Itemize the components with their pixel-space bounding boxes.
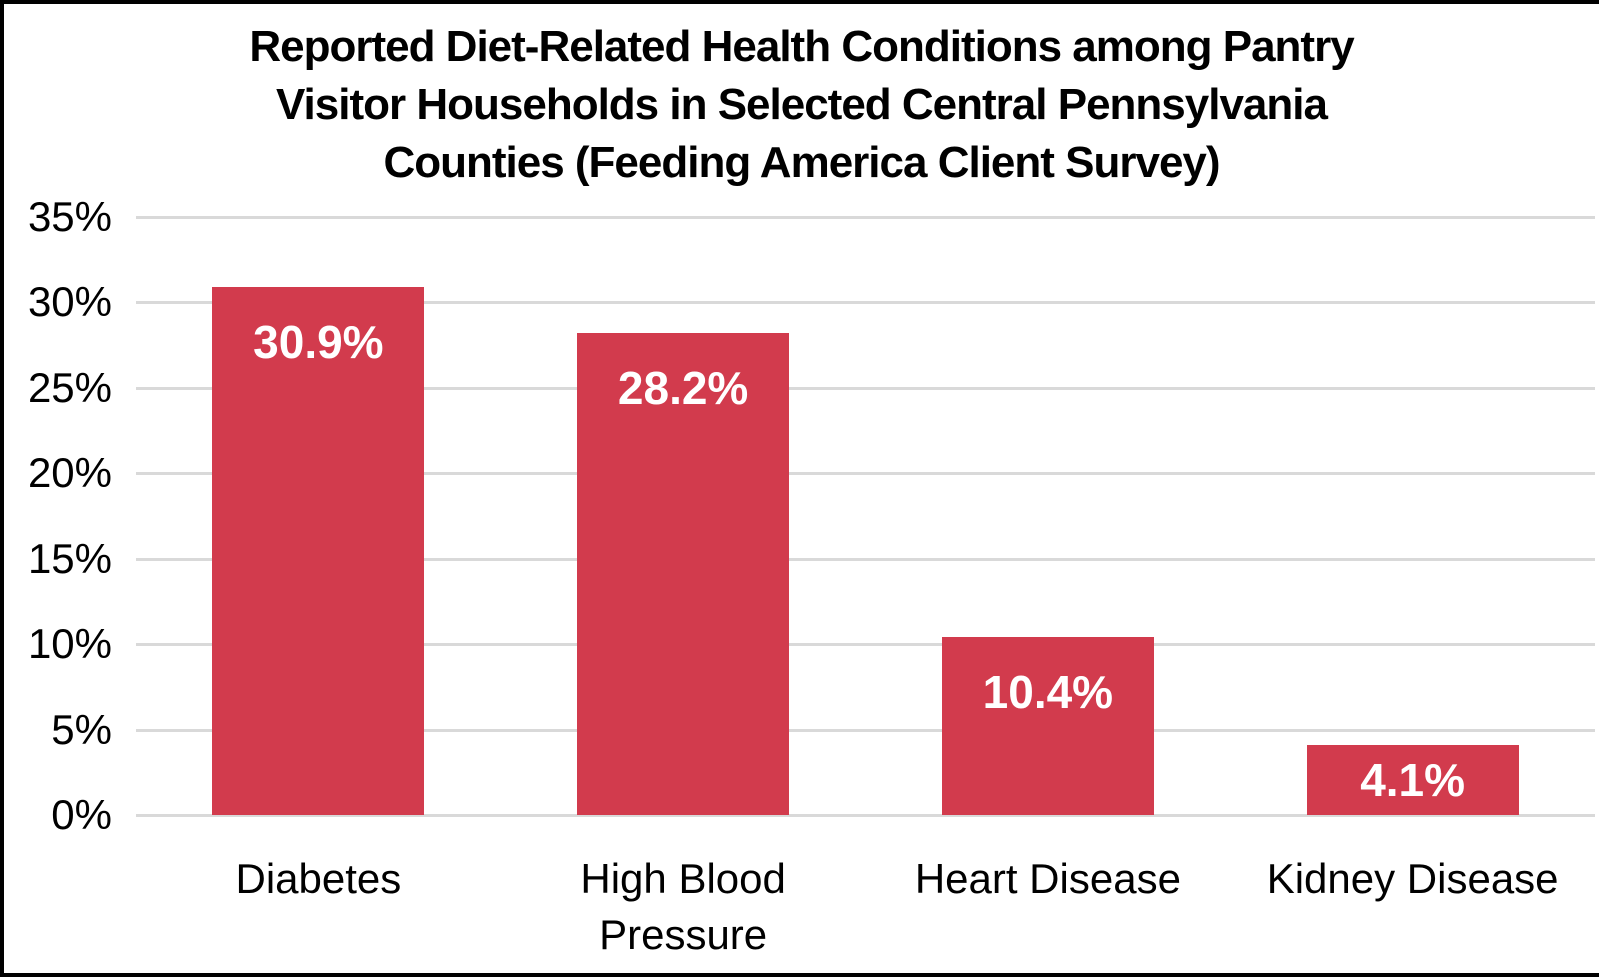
bar-diabetes: 30.9% — [212, 287, 425, 815]
gridline — [136, 472, 1595, 476]
bar-heart-disease: 10.4% — [941, 637, 1154, 815]
y-axis-tick-label: 30% — [27, 278, 112, 326]
gridline — [136, 386, 1595, 390]
y-axis-tick-label: 35% — [27, 193, 112, 240]
y-axis-tick-label: 10% — [27, 620, 112, 668]
bar-high-blood-pressure: 28.2% — [577, 333, 790, 815]
bar-value-label: 10.4% — [982, 666, 1114, 719]
chart-title-line-1: Reported Diet-Related Health Conditions … — [249, 22, 1354, 71]
gridline — [136, 557, 1595, 561]
bar-kidney-disease: 4.1% — [1306, 744, 1519, 815]
chart-title-line-3: Counties (Feeding America Client Survey) — [383, 138, 1220, 187]
x-axis-category-label: Kidney Disease — [1266, 855, 1559, 902]
chart-title: Reported Diet-Related Health Conditions … — [4, 18, 1599, 192]
y-axis-tick-label: 20% — [27, 449, 112, 497]
bar-value-label: 28.2% — [617, 362, 749, 415]
gridline — [136, 643, 1595, 647]
gridline — [136, 728, 1595, 732]
x-axis-category-label: Diabetes — [235, 855, 402, 902]
gridline — [136, 301, 1595, 305]
x-axis-category-label: Heart Disease — [914, 855, 1181, 902]
gridline — [136, 814, 1595, 817]
x-axis-category-label: High Blood Pressure — [580, 855, 786, 958]
bar-value-label: 30.9% — [253, 316, 384, 369]
plot-area: 35% 30% 25% 20% 15% 10% 5% 0% 30.9% Diabetes 28.2%… — [4, 4, 1599, 973]
gridline — [136, 216, 1595, 219]
bar-value-label: 4.1% — [1360, 753, 1466, 806]
y-axis-tick-label: 25% — [27, 363, 112, 411]
y-axis-tick-label: 0% — [51, 791, 112, 838]
y-axis-tick-label: 5% — [51, 705, 112, 753]
chart-title-line-2: Visitor Households in Selected Central P… — [276, 80, 1328, 129]
y-axis-tick-label: 15% — [27, 534, 112, 582]
